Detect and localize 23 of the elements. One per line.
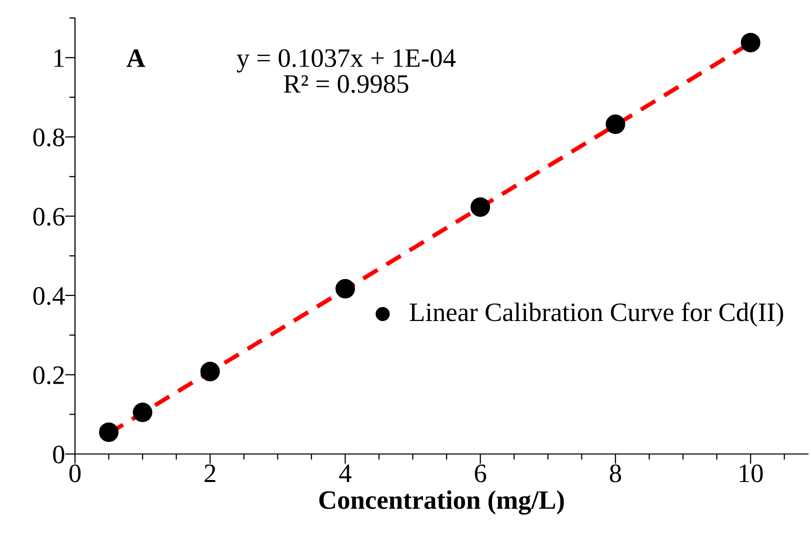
x-tick-label: 6 xyxy=(474,464,486,482)
y-tick-label: 0.4 xyxy=(33,287,65,305)
x-tick-label: 10 xyxy=(740,464,763,482)
annotation: y = 0.1037x + 1E-04 R² = 0.9985 xyxy=(236,49,456,93)
point xyxy=(335,278,355,298)
point xyxy=(470,197,490,217)
annotation: A xyxy=(126,49,146,67)
point xyxy=(132,402,152,422)
legend-label: Linear Calibration Curve for Cd(II) xyxy=(410,302,784,327)
y-tick-label: 0 xyxy=(53,446,64,464)
point xyxy=(99,422,119,442)
x-tick-label: 8 xyxy=(610,464,622,482)
y-tick-label: 0.8 xyxy=(33,128,64,146)
x-axis-title: Concentration (mg/L) xyxy=(319,490,564,515)
x-tick-label: 2 xyxy=(204,464,216,482)
point xyxy=(200,362,220,382)
point xyxy=(606,114,626,134)
point xyxy=(740,32,760,52)
y-tick-label: 0.2 xyxy=(33,366,64,384)
y-tick-label: 0.6 xyxy=(33,208,64,226)
x-tick-label: 4 xyxy=(339,464,352,482)
y-tick-label: 1 xyxy=(54,49,64,67)
x-tick-label: 0 xyxy=(69,464,81,482)
